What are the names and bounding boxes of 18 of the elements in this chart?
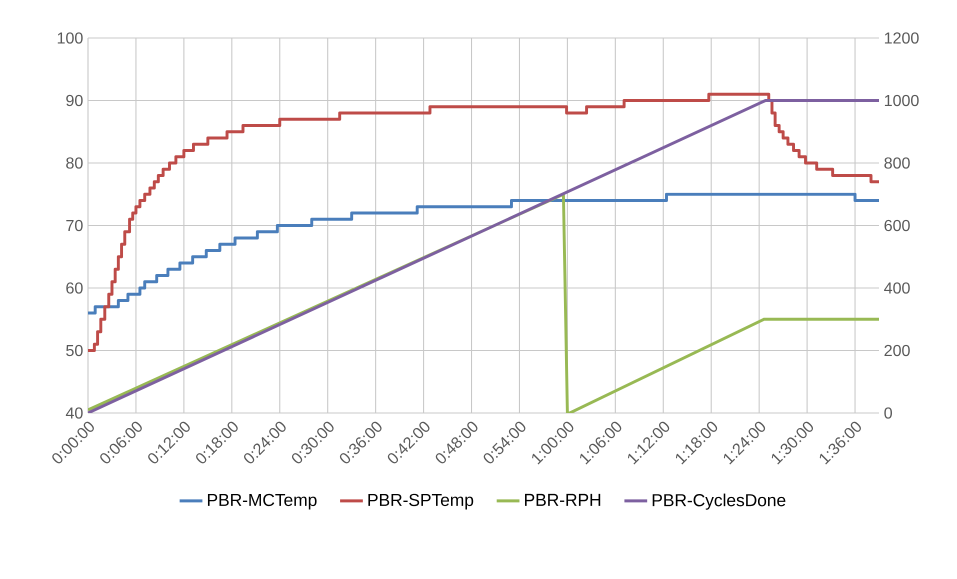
y2-tick-label: 400 — [884, 282, 910, 294]
y-tick-label: 50 — [66, 344, 83, 356]
legend-label: PBR-SPTemp — [368, 494, 474, 510]
y2-tick-label: 200 — [884, 344, 910, 356]
y2-tick-label: 600 — [884, 220, 910, 232]
y2-tick-label: 1000 — [884, 94, 919, 106]
y-tick-label: 60 — [66, 282, 83, 294]
y-tick-label: 90 — [66, 94, 83, 106]
y2-tick-label: 800 — [884, 157, 910, 169]
y-tick-label: 100 — [58, 32, 83, 44]
legend-label: PBR-RPH — [525, 494, 600, 506]
y2-tick-label: 0 — [884, 407, 892, 419]
y-tick-label: 80 — [66, 157, 83, 169]
legend-label: PBR-CyclesDone — [652, 494, 786, 510]
y2-tick-label: 1200 — [884, 32, 919, 44]
y-tick-label: 40 — [66, 407, 83, 419]
legend-label: PBR-MCTemp — [208, 494, 317, 510]
y-tick-label: 70 — [66, 220, 83, 232]
